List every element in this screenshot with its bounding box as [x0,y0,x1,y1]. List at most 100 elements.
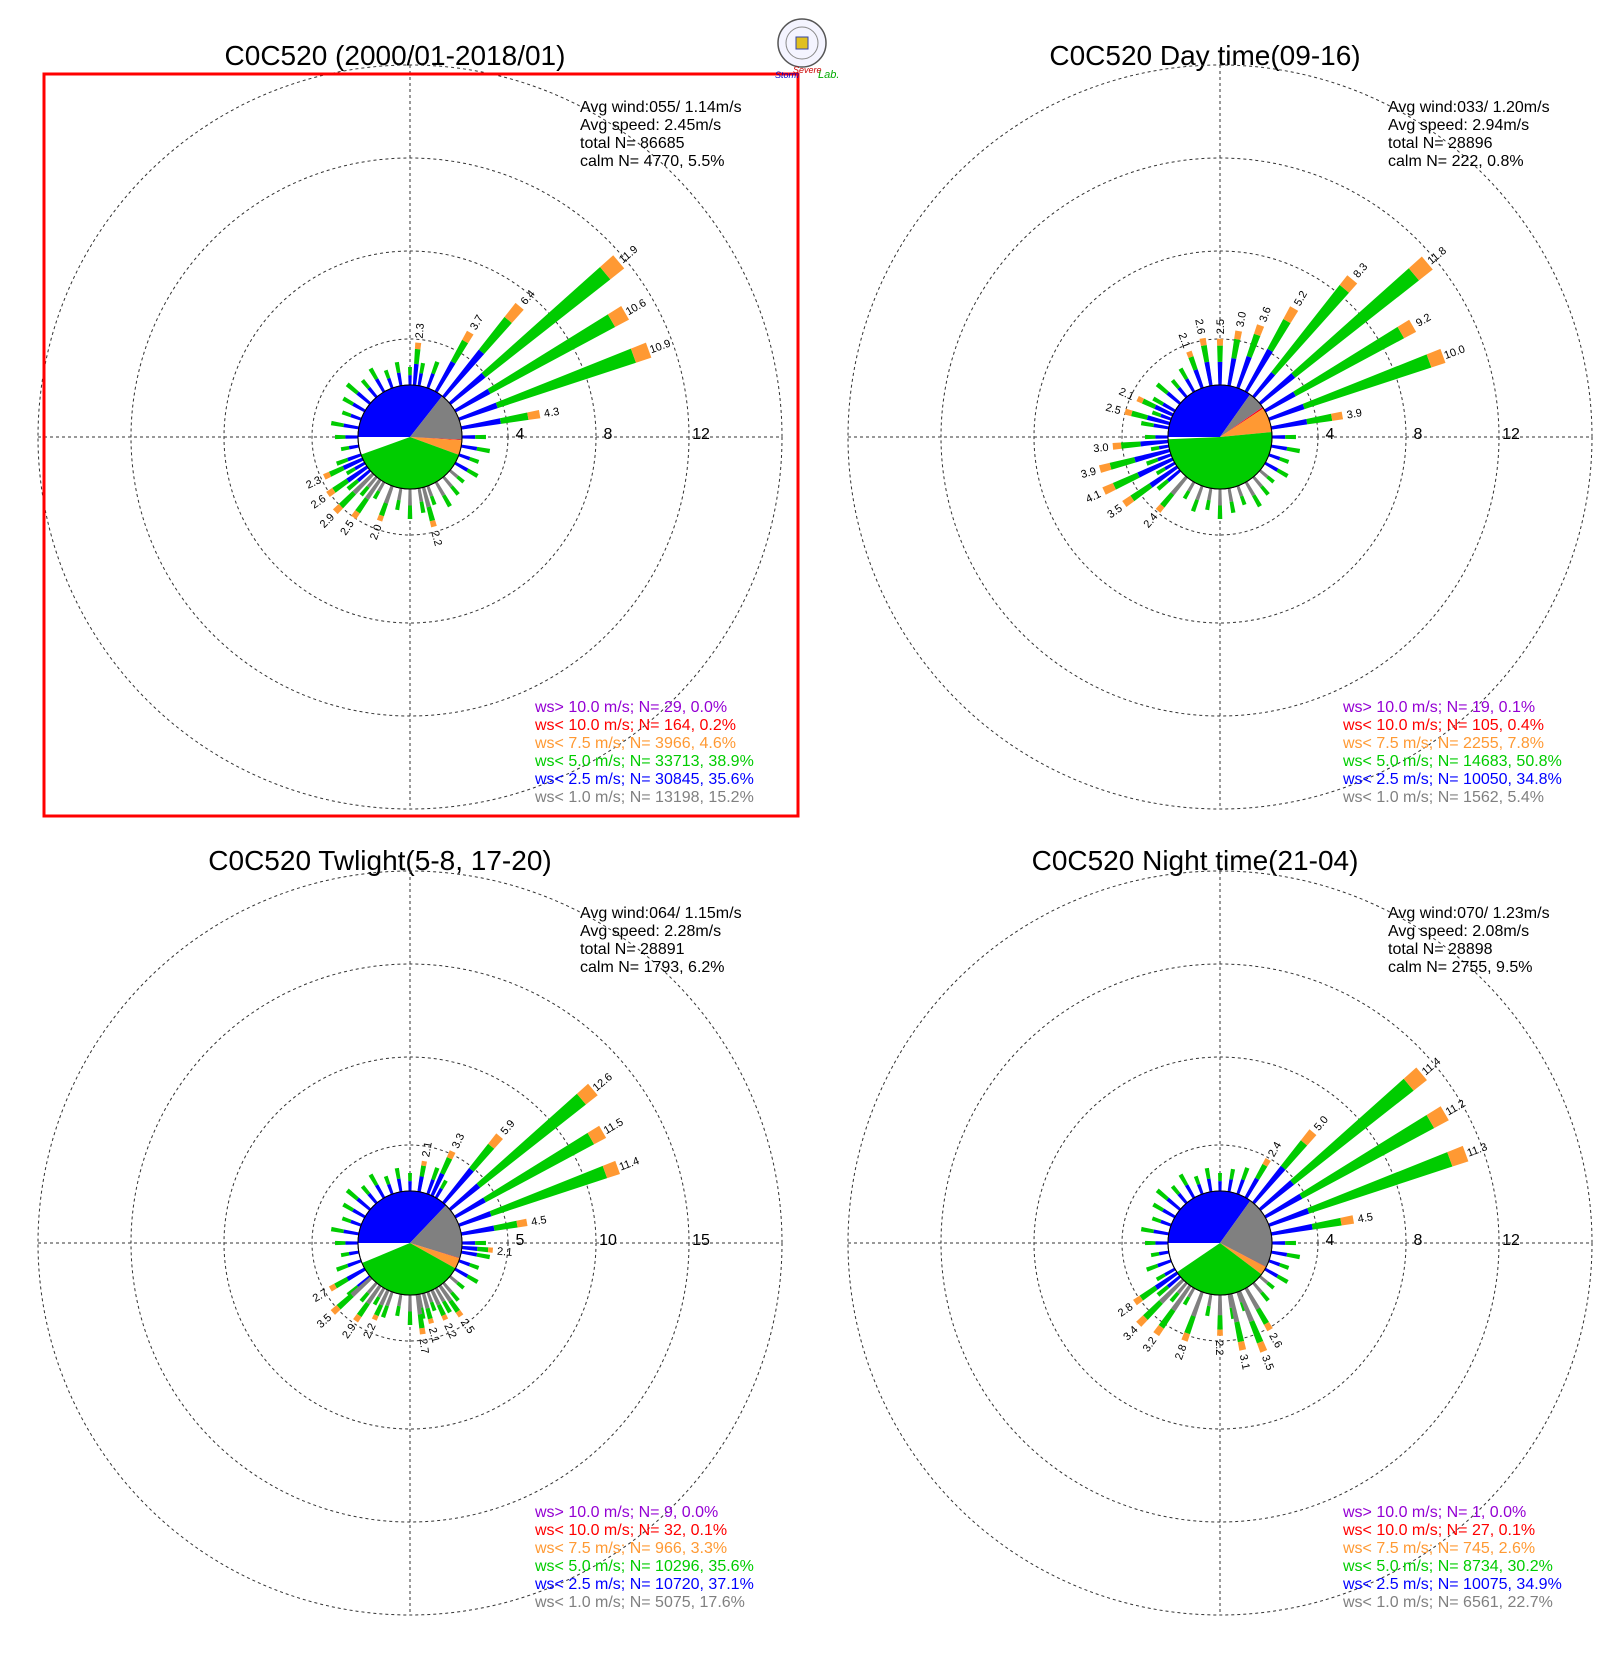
lab-shield-icon [795,36,809,50]
rose-bar-bg [340,1252,350,1258]
panel-title: C0C520 Night time(21-04) [1032,845,1359,876]
avg-speed: Avg speed: 2.08m/s [1388,923,1529,940]
rose-bar [489,1165,608,1217]
rose-bar-bg [1162,402,1176,413]
rose-bar-bg [458,1259,471,1267]
rose-bar [430,1289,441,1306]
rose-bar [1244,348,1273,393]
rose-bar-bg [461,1241,476,1245]
bar-value-label: 4.5 [530,1214,547,1228]
windrose-panel-4: C0C520 Night time(21-04) 4 8 12 2.4 5.0 11.411… [847,845,1593,1616]
rose-bar-bg [1184,378,1196,393]
rose-bar-bg [1166,391,1182,405]
pie-slice-lt75 [1220,408,1272,437]
rose-bar-bg [360,1185,371,1196]
rose-bar-bg [1182,490,1191,500]
rose-bar-bg [356,469,372,483]
bar-value-label: 11.2 [1444,1098,1468,1119]
rose-bar [1146,415,1171,426]
bar-value-label: 3.5 [315,1312,334,1331]
avg-speed: Avg speed: 2.45m/s [580,117,721,134]
rose-bar [1283,306,1299,324]
legend-lt75: ws< 7.5 m/s; N= 2255, 7.8% [1342,735,1544,752]
rose-bar-bg [426,1179,435,1195]
rose-bar [481,267,611,378]
rose-bar-bg [366,475,378,489]
legend-lt25: ws< 2.5 m/s; N= 10050, 34.8% [1342,771,1562,788]
rose-bar [1331,411,1344,421]
rose-bar [1191,1291,1204,1318]
rose-bar-bg [426,485,434,497]
bar-value-label: 5.9 [499,1118,518,1137]
windrose-panel-2: C0C520 Day time(09-16)4 8 122.12.6 2.5 3.0 3.… [847,40,1593,810]
ring-label: 5 [516,1232,525,1249]
rose-bar-bg [1260,485,1270,496]
total-count: total N= 28896 [1388,135,1493,152]
rose-bar-bg [1177,386,1188,399]
bar-value-label: 3.6 [1257,305,1274,323]
rose-bar [346,465,369,483]
bar-value-label: 2.5 [1215,319,1227,334]
total-count: total N= 28891 [580,941,685,958]
rose-bar-bg [1160,1219,1172,1227]
bar-value-label: 2.7 [311,1287,330,1305]
rose-bar [488,1133,503,1149]
ring-label: 12 [692,426,710,443]
rose-bar-bg [368,367,379,381]
rose-bar [417,1313,425,1329]
rose-bar [458,1211,492,1227]
bar-value-label: 10.9 [648,338,672,357]
rose-bar-bg [475,434,486,440]
rose-bar-bg [460,444,478,451]
legend-lt75: ws< 7.5 m/s; N= 745, 2.6% [1342,1540,1535,1557]
rose-bar [417,1176,424,1193]
bar-value-label: 3.0 [1093,442,1109,455]
rose-bar [328,1283,337,1292]
legend-lt5: ws< 5.0 m/s; N= 33713, 38.9% [534,753,754,770]
rose-bar [1098,462,1112,473]
rose-bar [332,478,350,493]
rose-bar [1236,355,1252,389]
rose-bar [1340,1215,1355,1226]
rose-bar-bg [407,1311,413,1325]
legend-lt25: ws< 2.5 m/s; N= 10720, 37.1% [534,1576,754,1593]
rose-bar-bg [454,461,469,472]
bar-value-label: 11.5 [602,1116,626,1137]
pie-slice-lt5 [362,1243,456,1296]
rose-bar-bg [341,410,352,418]
bar-value-label: 4.1 [1084,488,1103,505]
rose-bar-bg [1177,1192,1188,1205]
rose-bar [1257,1341,1268,1353]
rose-bar-bg [1252,475,1263,488]
bar-value-label: 3.1 [1237,1353,1252,1370]
legend-lt5: ws< 5.0 m/s; N= 10296, 35.6% [534,1558,754,1575]
rose-bar-bg [1271,435,1286,439]
rose-bar [1143,1300,1163,1320]
windrose-panel-1: C0C520 (2000/01-2018/01) 4 8 12 2.3 3.7 6.4 11.… [37,40,800,818]
rose-bar [1141,398,1157,409]
bar-value-label: 2.8 [1116,1301,1135,1320]
legend-lt5: ws< 5.0 m/s; N= 8734, 30.2% [1342,1558,1553,1575]
rose-bar [1155,503,1165,513]
rose-bar [495,348,636,409]
rose-bar-bg [374,378,386,393]
rose-bar [1159,1278,1185,1304]
rose-bar-bg [1145,1263,1159,1272]
pie-slice-lt1 [1220,1200,1273,1267]
legend-gt10: ws> 10.0 m/s; N= 29, 0.0% [534,699,727,716]
rose-bar [1136,396,1145,404]
bar-value-label: 12.6 [591,1071,615,1094]
pie-slice-lt1 [410,1205,463,1259]
ring-label: 4 [516,426,525,443]
rose-bar [1339,275,1358,293]
rose-bar-bg [1236,1179,1245,1195]
rose-bar [461,1245,478,1251]
rose-bar-bg [397,1293,403,1307]
rose-bar [460,418,501,430]
avg-speed: Avg speed: 2.28m/s [580,923,721,940]
rose-bar [412,363,419,386]
pie-slice-lt1 [410,396,462,440]
ring-label: 10 [599,1232,617,1249]
rose-bar-bg [1264,461,1279,472]
rose-bar [1134,448,1171,463]
